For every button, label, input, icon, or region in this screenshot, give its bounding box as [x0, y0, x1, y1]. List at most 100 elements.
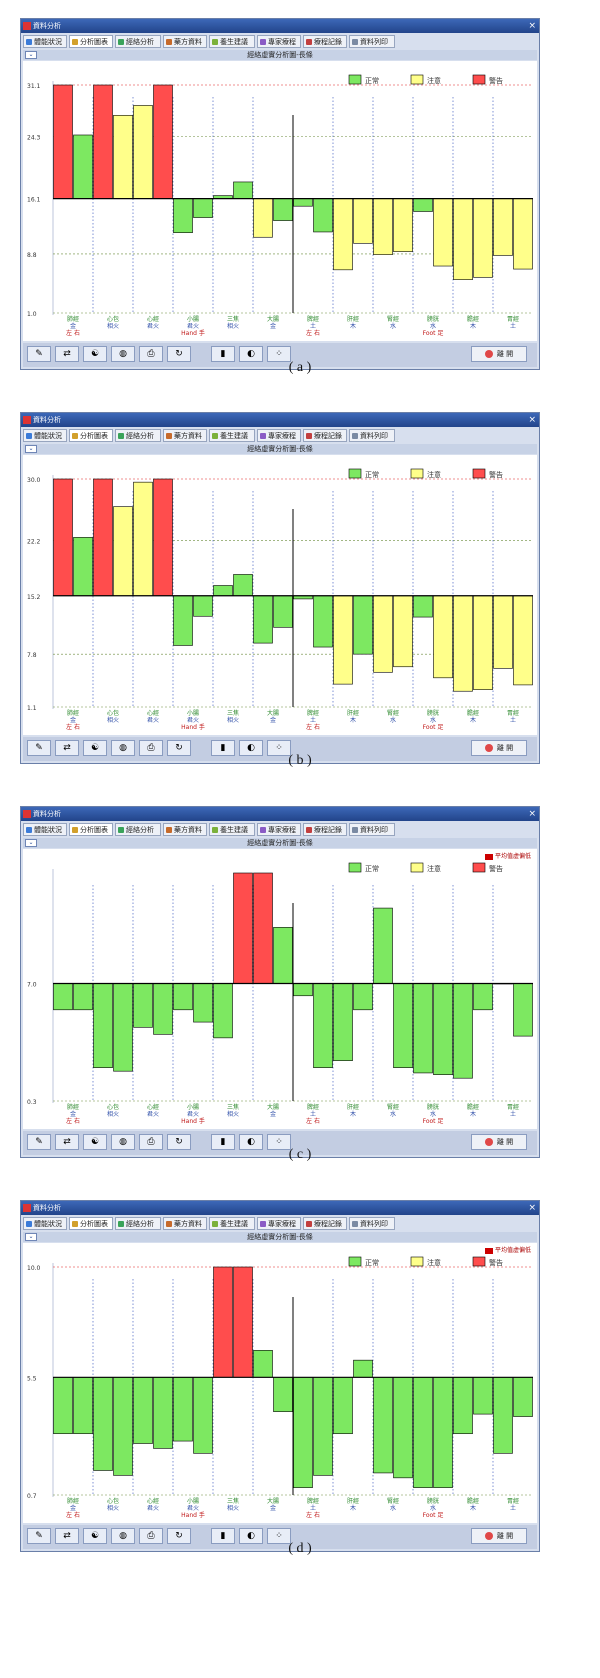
- tab-7[interactable]: 療程記錄: [303, 35, 347, 48]
- collapse-button[interactable]: ⌄: [25, 445, 37, 453]
- yinyang-icon[interactable]: ☯: [83, 1528, 107, 1544]
- tab-icon: [260, 827, 266, 833]
- y-tick-label: 1.0: [27, 311, 37, 318]
- refresh-icon[interactable]: ↻: [167, 1134, 191, 1150]
- tab-5[interactable]: 養生建議: [209, 823, 255, 836]
- tab-8[interactable]: 資料列印: [349, 823, 395, 836]
- tab-4[interactable]: 藥方資料: [163, 823, 207, 836]
- compare-icon[interactable]: ⇄: [55, 1528, 79, 1544]
- tab-label: 體能狀況: [34, 38, 62, 46]
- tab-3[interactable]: 經絡分析: [115, 1217, 161, 1230]
- tab-8[interactable]: 資料列印: [349, 429, 395, 442]
- tab-6[interactable]: 專家療程: [257, 429, 301, 442]
- globe-icon[interactable]: ◍: [111, 740, 135, 756]
- palette-icon[interactable]: ◐: [239, 1134, 263, 1150]
- refresh-icon[interactable]: ↻: [167, 740, 191, 756]
- bar-chart: 正常 注意 警告31.124.316.18.81.0肺經金心包相火心經君火小腸君火三…: [27, 74, 533, 337]
- legend-swatch-normal: [348, 862, 362, 873]
- tab-8[interactable]: 資料列印: [349, 1217, 395, 1230]
- bar: [93, 983, 113, 1068]
- tab-4[interactable]: 藥方資料: [163, 1217, 207, 1230]
- tab-7[interactable]: 療程記錄: [303, 823, 347, 836]
- tab-6[interactable]: 專家療程: [257, 1217, 301, 1230]
- yinyang-icon[interactable]: ☯: [83, 1134, 107, 1150]
- collapse-button[interactable]: ⌄: [25, 1233, 37, 1241]
- tab-icon: [26, 39, 32, 45]
- exit-button[interactable]: 離 開: [471, 1528, 527, 1544]
- tab-icon: [306, 1221, 312, 1227]
- compare-icon[interactable]: ⇄: [55, 346, 79, 362]
- tab-8[interactable]: 資料列印: [349, 35, 395, 48]
- palette-icon[interactable]: ◐: [239, 740, 263, 756]
- tab-3[interactable]: 經絡分析: [115, 823, 161, 836]
- scatter-icon[interactable]: ⁘: [267, 1528, 291, 1544]
- compare-icon[interactable]: ⇄: [55, 1134, 79, 1150]
- tab-icon: [118, 39, 124, 45]
- tab-label: 分析圖表: [80, 1220, 108, 1228]
- tab-4[interactable]: 藥方資料: [163, 429, 207, 442]
- tab-1[interactable]: 體能狀況: [23, 823, 67, 836]
- tab-2[interactable]: 分析圖表: [69, 823, 113, 836]
- edit-icon[interactable]: ✎: [27, 1134, 51, 1150]
- refresh-icon[interactable]: ↻: [167, 1528, 191, 1544]
- tab-label: 專家療程: [268, 38, 296, 46]
- tab-7[interactable]: 療程記錄: [303, 429, 347, 442]
- print-icon[interactable]: ⎙: [139, 1528, 163, 1544]
- exit-button[interactable]: 離 開: [471, 346, 527, 362]
- globe-icon[interactable]: ◍: [111, 346, 135, 362]
- collapse-button[interactable]: ⌄: [25, 51, 37, 59]
- scatter-icon[interactable]: ⁘: [267, 1134, 291, 1150]
- category-element-label: 木: [470, 322, 476, 330]
- y-tick-label: 10.0: [27, 1265, 41, 1272]
- category-label: 心包: [107, 1497, 119, 1505]
- tab-2[interactable]: 分析圖表: [69, 1217, 113, 1230]
- print-icon[interactable]: ⎙: [139, 740, 163, 756]
- tab-1[interactable]: 體能狀況: [23, 35, 67, 48]
- print-icon[interactable]: ⎙: [139, 1134, 163, 1150]
- scatter-icon[interactable]: ⁘: [267, 346, 291, 362]
- close-icon[interactable]: ×: [528, 1203, 536, 1213]
- bar: [193, 983, 213, 1023]
- collapse-button[interactable]: ⌄: [25, 839, 37, 847]
- bar-chart-icon[interactable]: ▮: [211, 1134, 235, 1150]
- palette-icon[interactable]: ◐: [239, 1528, 263, 1544]
- globe-icon[interactable]: ◍: [111, 1134, 135, 1150]
- exit-button[interactable]: 離 開: [471, 1134, 527, 1150]
- yinyang-icon[interactable]: ☯: [83, 740, 107, 756]
- tab-5[interactable]: 養生建議: [209, 35, 255, 48]
- app-logo-icon: [23, 1204, 31, 1212]
- tab-4[interactable]: 藥方資料: [163, 35, 207, 48]
- tab-3[interactable]: 經絡分析: [115, 429, 161, 442]
- tab-6[interactable]: 專家療程: [257, 35, 301, 48]
- edit-icon[interactable]: ✎: [27, 346, 51, 362]
- tab-3[interactable]: 經絡分析: [115, 35, 161, 48]
- tab-2[interactable]: 分析圖表: [69, 35, 113, 48]
- bar: [473, 198, 493, 278]
- print-icon[interactable]: ⎙: [139, 346, 163, 362]
- bar-chart-icon[interactable]: ▮: [211, 740, 235, 756]
- edit-icon[interactable]: ✎: [27, 740, 51, 756]
- edit-icon[interactable]: ✎: [27, 1528, 51, 1544]
- close-icon[interactable]: ×: [528, 21, 536, 31]
- yinyang-icon[interactable]: ☯: [83, 346, 107, 362]
- close-icon[interactable]: ×: [528, 415, 536, 425]
- exit-button[interactable]: 離 開: [471, 740, 527, 756]
- scatter-icon[interactable]: ⁘: [267, 740, 291, 756]
- palette-icon[interactable]: ◐: [239, 346, 263, 362]
- tab-5[interactable]: 養生建議: [209, 1217, 255, 1230]
- bar-chart-icon[interactable]: ▮: [211, 1528, 235, 1544]
- tab-6[interactable]: 專家療程: [257, 823, 301, 836]
- bar-chart-icon[interactable]: ▮: [211, 346, 235, 362]
- side-label: 左 右: [306, 329, 320, 337]
- tab-7[interactable]: 療程記錄: [303, 1217, 347, 1230]
- tab-5[interactable]: 養生建議: [209, 429, 255, 442]
- tab-1[interactable]: 體能狀況: [23, 429, 67, 442]
- close-icon[interactable]: ×: [528, 809, 536, 819]
- refresh-icon[interactable]: ↻: [167, 346, 191, 362]
- compare-icon[interactable]: ⇄: [55, 740, 79, 756]
- tab-2[interactable]: 分析圖表: [69, 429, 113, 442]
- tab-1[interactable]: 體能狀況: [23, 1217, 67, 1230]
- y-tick-label: 7.8: [27, 652, 37, 659]
- chart-area: 平均值虛偏低 正常 注意 警告 7.0 0.3 肺經金心包 相火 心經 君火 小腸 君火 三焦 相火 大腸金…: [23, 849, 537, 1129]
- globe-icon[interactable]: ◍: [111, 1528, 135, 1544]
